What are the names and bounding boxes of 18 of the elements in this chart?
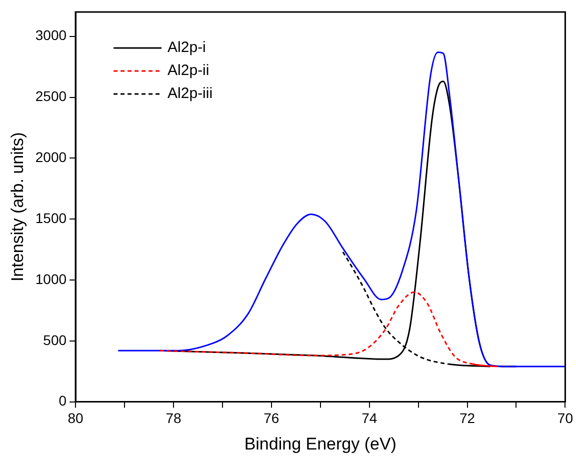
y-tick-label: 2000: [35, 149, 67, 166]
legend-label: Al2p-i: [168, 39, 206, 56]
x-tick-label: 80: [68, 410, 84, 426]
x-tick-label: 78: [166, 410, 182, 426]
legend-label: Al2p-ii: [168, 62, 210, 80]
y-tick-label: 2500: [35, 88, 67, 104]
x-tick-label: 70: [557, 410, 574, 426]
x-axis-title: Binding Energy (eV): [244, 434, 396, 454]
y-axis-title: Intensity (arb. units): [8, 132, 27, 282]
x-tick-label: 76: [264, 410, 280, 426]
y-tick-label: 0: [58, 392, 67, 409]
y-tick-label: 3000: [35, 27, 67, 44]
x-tick-label: 72: [459, 410, 476, 426]
y-tick-label: 500: [43, 332, 67, 348]
y-tick-label: 1500: [35, 210, 67, 226]
legend-label: Al2p-iii: [168, 85, 213, 102]
x-tick-label: 74: [362, 410, 378, 426]
y-tick-label: 1000: [35, 270, 67, 287]
